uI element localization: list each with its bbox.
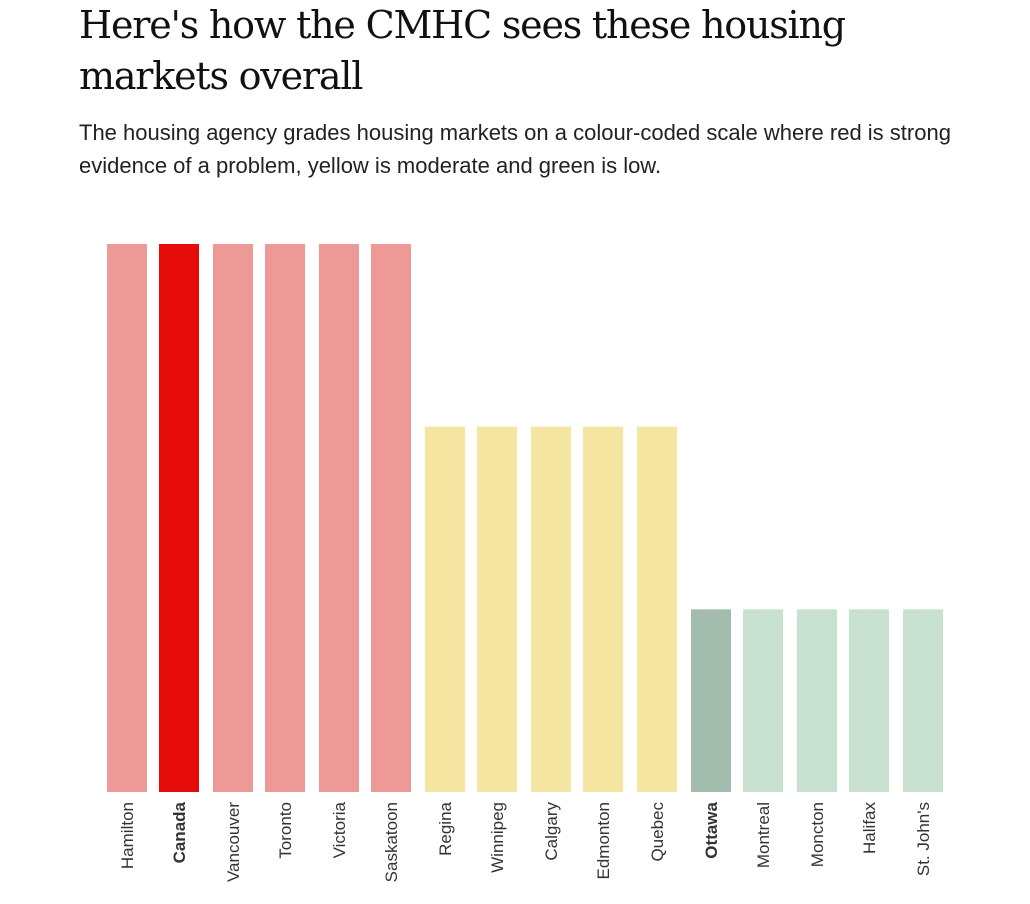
tick-label-winnipeg: Winnipeg [488, 802, 507, 873]
tick-label-ottawa: Ottawa [702, 801, 721, 858]
tick-label-st-john-s: St. John's [914, 802, 933, 876]
bar-moncton [797, 609, 837, 792]
bar-halifax [849, 609, 889, 792]
bar-victoria [319, 244, 359, 792]
bar-vancouver [213, 244, 253, 792]
tick-label-halifax: Halifax [860, 802, 879, 854]
bar-st-john-s [903, 609, 943, 792]
tick-label-canada: Canada [170, 801, 189, 863]
bar-hamilton [107, 244, 147, 792]
bar-winnipeg [477, 426, 517, 792]
tick-label-edmonton: Edmonton [594, 802, 613, 880]
bar-saskatoon [371, 244, 411, 792]
bar-montreal [743, 609, 783, 792]
tick-label-vancouver: Vancouver [224, 802, 243, 882]
tick-label-victoria: Victoria [330, 801, 349, 858]
tick-label-saskatoon: Saskatoon [382, 802, 401, 882]
tick-label-regina: Regina [436, 801, 455, 855]
category-labels-group: Hamilton Canada Vancouver Toronto Victoria Sa… [118, 801, 933, 882]
bar-quebec [637, 426, 677, 792]
bar-calgary [531, 426, 571, 792]
tick-label-hamilton: Hamilton [118, 802, 137, 869]
bar-toronto [265, 244, 305, 792]
bar-ottawa [691, 609, 731, 792]
bars-group [107, 244, 943, 792]
tick-label-moncton: Moncton [808, 802, 827, 867]
bar-edmonton [583, 426, 623, 792]
bar-canada [159, 244, 199, 792]
chart-title: Here's how the CMHC sees these housing m… [79, 3, 846, 98]
bar-regina [425, 426, 465, 792]
tick-label-calgary: Calgary [542, 802, 561, 861]
tick-label-quebec: Quebec [648, 802, 667, 862]
tick-label-montreal: Montreal [754, 802, 773, 868]
tick-label-toronto: Toronto [276, 802, 295, 859]
chart-subtitle: The housing agency grades housing market… [79, 120, 951, 178]
